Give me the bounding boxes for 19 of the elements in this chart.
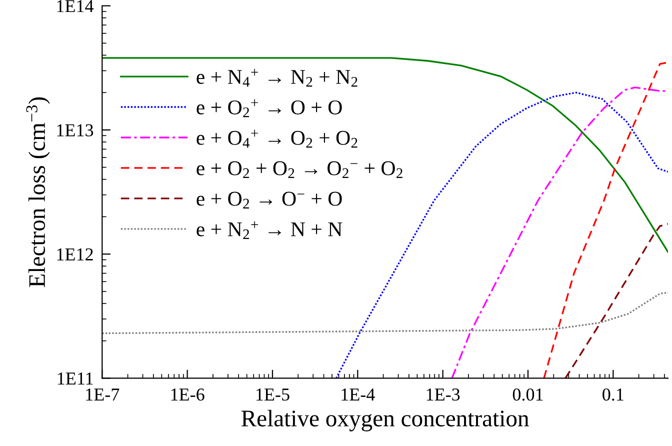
x-tick-label: 1E-3 — [426, 388, 460, 401]
x-tick-label: 0.1 — [602, 388, 624, 401]
text: e + O$_{2}$ + O$_{2}$ → O$_{2}$$^{−}$ + O$_{2}$ — [196, 161, 402, 178]
y-tick-label: 1E11 — [58, 372, 93, 384]
legend-label: e + O$_{2}$$^{+}$ → O + O — [196, 99, 342, 118]
legend-label: e + O$_{2}$ → O$^{−}$ + O — [196, 192, 342, 208]
x-tick-label: 1E-5 — [256, 388, 290, 401]
x-tick-label: 1E-4 — [342, 388, 375, 400]
y-tick-label: 1E12 — [57, 248, 93, 260]
legend-label: e + O$_{4}$$^{+}$ → O$_{2}$ + O$_{2}$ — [196, 130, 358, 148]
x-tick-label: 0.01 — [512, 388, 543, 401]
x-tick-label: 1E-6 — [171, 388, 204, 401]
y-axis-title: Electron loss (cm$^{−3}$) — [26, 97, 50, 288]
y-tick-label: 1E14 — [57, 0, 94, 12]
legend-label: e + N$_{2}$$^{+}$ → N + N — [196, 221, 342, 240]
x-tick-label: 1E-7 — [86, 388, 120, 400]
x-axis-title: Relative oxygen concentration — [241, 410, 529, 432]
y-tick-label: 1E13 — [57, 124, 94, 136]
legend-label: e + N$_{4}$$^{+}$ → N$_{2}$ + N$_{2}$ — [196, 68, 358, 87]
